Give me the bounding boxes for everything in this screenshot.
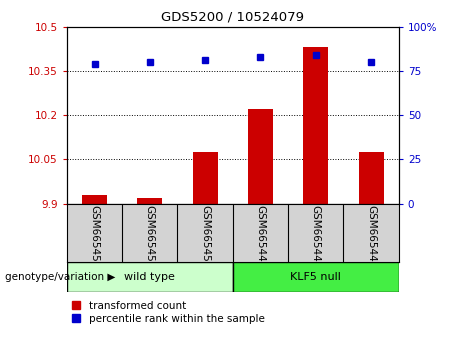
Text: genotype/variation ▶: genotype/variation ▶ [5,272,115,282]
Bar [303,47,328,204]
Bar [193,152,218,204]
Bar [137,198,162,204]
Bar [67,262,233,292]
Bar [233,262,399,292]
Text: GSM665453: GSM665453 [145,205,155,269]
Title: GDS5200 / 10524079: GDS5200 / 10524079 [161,11,304,24]
Bar [359,152,384,204]
Text: GSM665446: GSM665446 [255,205,266,269]
Text: KLF5 null: KLF5 null [290,272,341,282]
Text: GSM665454: GSM665454 [200,205,210,269]
Text: wild type: wild type [124,272,175,282]
Bar [248,109,273,204]
Text: GSM665448: GSM665448 [311,205,321,269]
Text: GSM665449: GSM665449 [366,205,376,269]
Legend: transformed count, percentile rank within the sample: transformed count, percentile rank withi… [72,301,265,324]
Text: GSM665451: GSM665451 [89,205,100,269]
Bar [82,195,107,204]
